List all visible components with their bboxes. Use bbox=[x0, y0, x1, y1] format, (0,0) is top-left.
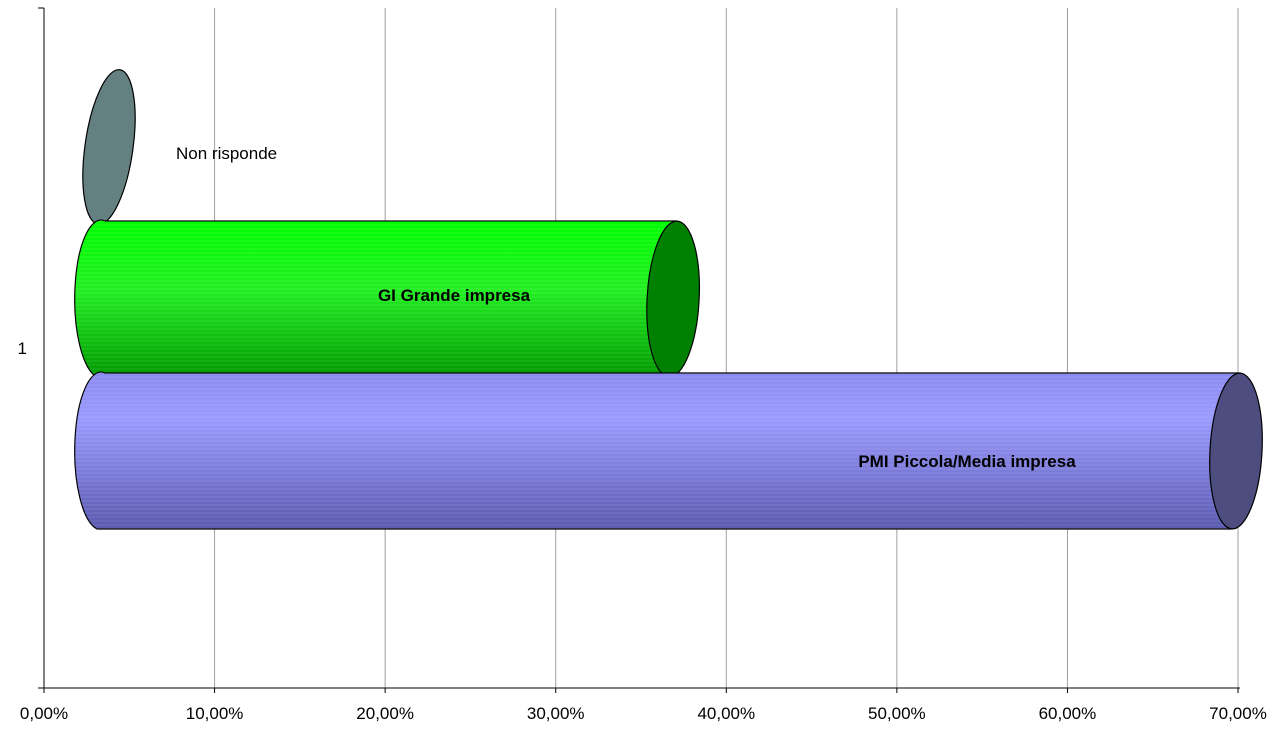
x-tick-label: 30,00% bbox=[527, 704, 585, 723]
bar-label-2: GI Grande impresa bbox=[378, 286, 531, 305]
bars bbox=[74, 69, 1263, 530]
x-tick-label: 40,00% bbox=[697, 704, 755, 723]
x-tick-label: 60,00% bbox=[1039, 704, 1097, 723]
x-tick-label: 50,00% bbox=[868, 704, 926, 723]
bar-end-cap bbox=[1209, 372, 1263, 530]
axes: 0,00% 10,00% 20,00% 30,00% 40,00% 50,00% 60,00… bbox=[18, 7, 1267, 723]
x-tick-label: 10,00% bbox=[186, 704, 244, 723]
bar-shading bbox=[74, 372, 1241, 529]
x-tick-label: 0,00% bbox=[20, 704, 68, 723]
bar-2 bbox=[74, 219, 700, 378]
labels: Non risponde GI Grande impresa PMI Piccola… bbox=[176, 144, 1076, 471]
x-tick-label: 20,00% bbox=[356, 704, 414, 723]
bar-3 bbox=[74, 371, 1263, 530]
bar-cap bbox=[82, 69, 136, 225]
bar-label-1: Non risponde bbox=[176, 144, 277, 163]
bar-1 bbox=[82, 69, 136, 225]
x-tick-label: 70,00% bbox=[1209, 704, 1267, 723]
bar-shading bbox=[74, 220, 678, 377]
y-tick-label: 1 bbox=[18, 339, 27, 358]
bar-label-3: PMI Piccola/Media impresa bbox=[858, 452, 1076, 471]
